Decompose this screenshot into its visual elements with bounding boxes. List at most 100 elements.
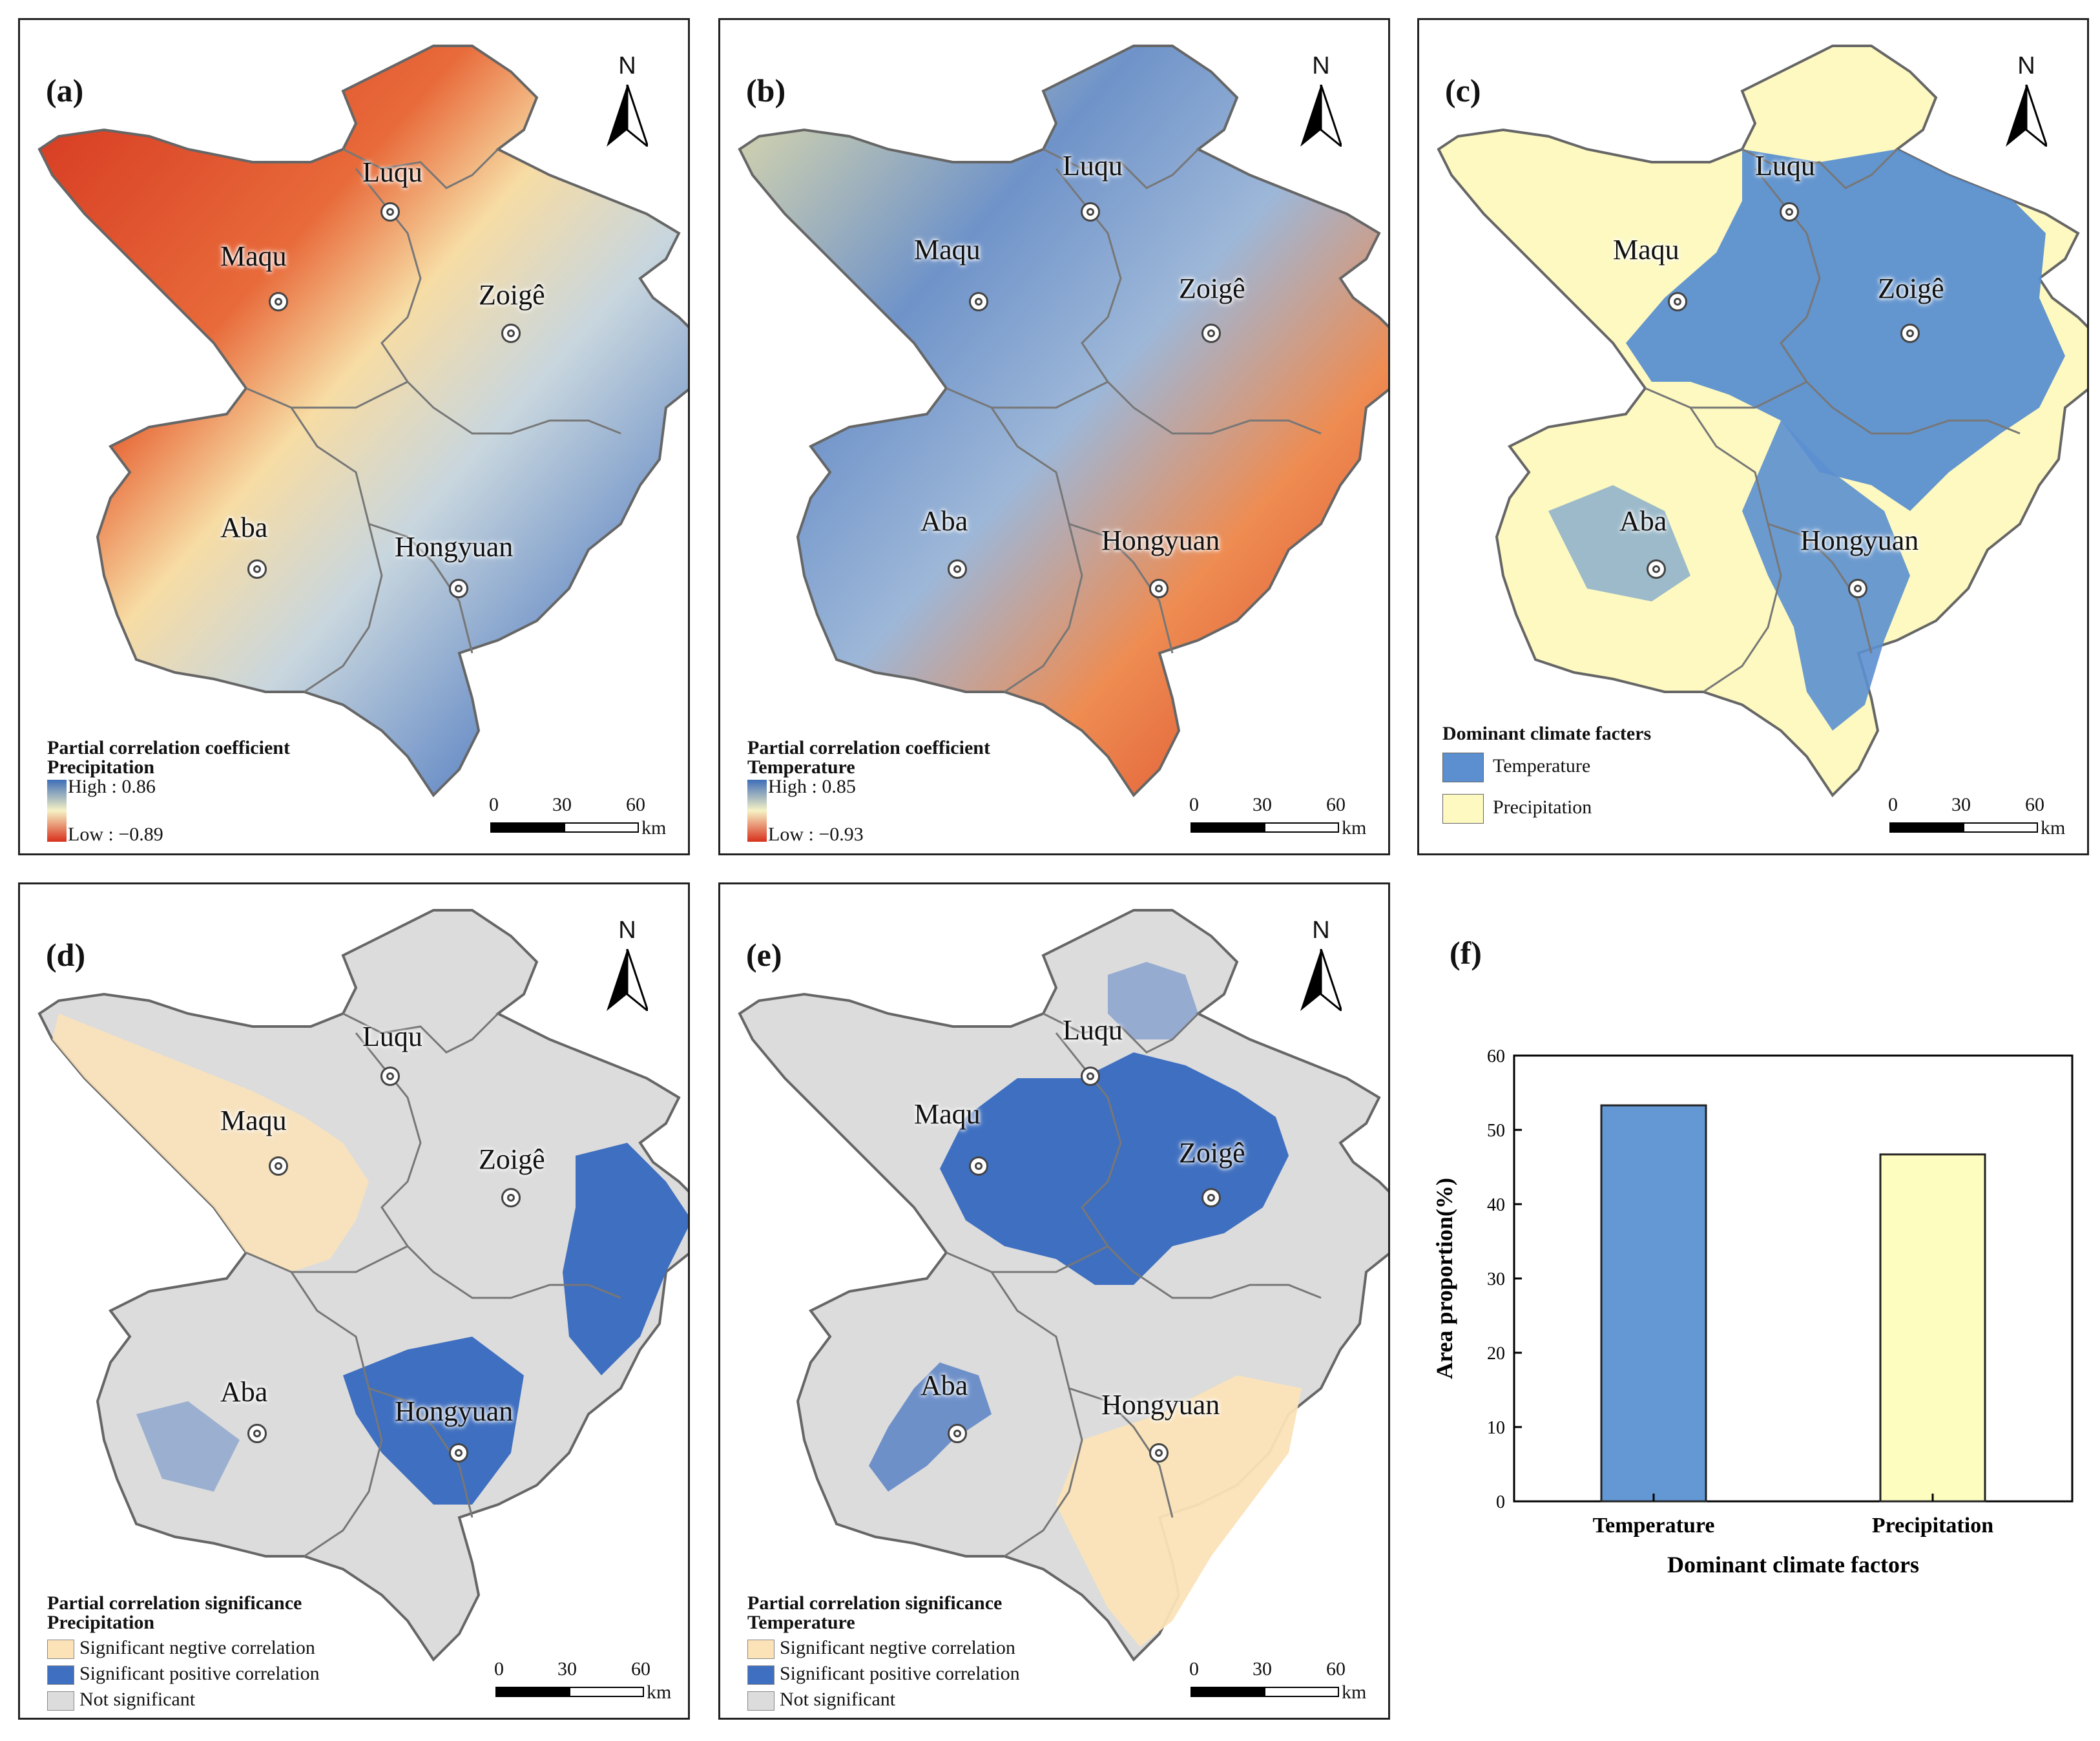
positive-swatch xyxy=(47,1665,74,1685)
panel-a: (a) N Luqu Maqu Zoigê Aba Hongyuan Parti… xyxy=(18,18,690,855)
north-arrow-icon xyxy=(607,85,648,147)
scale-tick-0: 0 xyxy=(1189,1658,1199,1680)
place-marker xyxy=(948,559,967,579)
place-hongyuan: Hongyuan xyxy=(395,1395,514,1427)
temp-coefficient-map xyxy=(738,45,1388,797)
area-proportion-chart: 0 10 20 30 40 50 60 Temperature Precipitation D… xyxy=(1431,1047,2074,1578)
place-marker xyxy=(269,292,288,311)
scale-unit: km xyxy=(1342,817,1367,839)
place-luqu: Luqu xyxy=(362,1021,422,1052)
place-marker xyxy=(501,1188,521,1207)
negative-swatch xyxy=(47,1640,74,1660)
place-marker xyxy=(1149,1443,1169,1463)
north-arrow-icon xyxy=(1300,85,1342,147)
north-label: N xyxy=(1312,52,1330,79)
y-tick-label: 10 xyxy=(1487,1418,1505,1438)
scale-bar: 0 30 60 km xyxy=(1189,1658,1366,1704)
legend: Dominant climate facters Temperature Pre… xyxy=(1442,724,1778,853)
place-marker xyxy=(1647,559,1666,579)
bar-precipitation xyxy=(1879,1153,1986,1503)
scale-bar: 0 30 60 km xyxy=(1189,794,1366,839)
panel-label: (a) xyxy=(46,72,84,109)
y-tick-label: 20 xyxy=(1487,1344,1505,1364)
place-aba: Aba xyxy=(920,505,968,537)
scale-tick-0: 0 xyxy=(494,1658,504,1680)
scale-segment xyxy=(490,822,565,833)
place-maqu: Maqu xyxy=(220,1105,287,1136)
negative-swatch xyxy=(747,1640,775,1660)
legend-item-not-significant: Not significant xyxy=(79,1689,196,1710)
legend-high: High : 0.86 xyxy=(68,776,156,797)
place-marker xyxy=(380,202,400,222)
legend-low: Low : −0.93 xyxy=(768,824,864,845)
legend: Partial correlation significance Tempera… xyxy=(747,1594,1148,1716)
scale-tick-0: 0 xyxy=(1189,794,1199,815)
scale-tick-30: 30 xyxy=(1951,794,1971,815)
place-maqu: Maqu xyxy=(914,1098,981,1130)
panel-label: (f) xyxy=(1450,935,1482,971)
y-tick-label: 30 xyxy=(1487,1269,1505,1289)
scale-segment xyxy=(1264,822,1339,833)
panel-label: (c) xyxy=(1445,72,1481,109)
place-aba: Aba xyxy=(220,512,268,543)
panel-label: (e) xyxy=(746,937,782,973)
north-arrow: N xyxy=(2001,52,2052,149)
place-maqu: Maqu xyxy=(1613,234,1679,266)
place-zoige: Zoigê xyxy=(1179,1137,1245,1169)
legend-title: Dominant climate facters xyxy=(1442,723,1652,744)
y-tick-label: 50 xyxy=(1487,1121,1505,1141)
scale-tick-30: 30 xyxy=(1253,1658,1272,1680)
positive-swatch xyxy=(747,1665,775,1685)
place-luqu: Luqu xyxy=(1063,150,1123,182)
place-marker xyxy=(969,292,988,311)
x-tick-label: Temperature xyxy=(1593,1514,1715,1538)
place-marker xyxy=(1780,202,1799,222)
legend-item-negative: Significant negtive correlation xyxy=(79,1637,315,1658)
legend-item-not-significant: Not significant xyxy=(780,1689,896,1710)
place-hongyuan: Hongyuan xyxy=(395,531,514,563)
panel-d: (d) N Luqu Maqu Zoigê Aba Hongyuan Parti… xyxy=(18,882,690,1720)
y-tick-label: 0 xyxy=(1496,1492,1505,1512)
north-arrow-icon xyxy=(2006,85,2047,147)
panel-c: (c) N Luqu Maqu Zoigê Aba Hongyuan Domin… xyxy=(1417,18,2089,855)
scale-bar: 0 30 60 km xyxy=(489,794,666,839)
plot-area xyxy=(1513,1054,2074,1503)
north-label: N xyxy=(618,917,636,944)
place-marker xyxy=(1081,202,1100,222)
scale-unit: km xyxy=(2041,817,2066,839)
color-ramp xyxy=(747,780,767,842)
place-luqu: Luqu xyxy=(1063,1014,1123,1046)
panel-label: (b) xyxy=(746,72,786,109)
legend-item-precipitation: Precipitation xyxy=(1493,796,1592,818)
legend-title: Partial correlation coefficient xyxy=(747,737,990,758)
x-axis-title: Dominant climate factors xyxy=(1667,1552,1919,1578)
scale-tick-0: 0 xyxy=(489,794,499,815)
x-tick-label: Precipitation xyxy=(1872,1514,1993,1538)
y-tick-label: 40 xyxy=(1487,1195,1505,1215)
north-label: N xyxy=(2017,52,2035,79)
place-hongyuan: Hongyuan xyxy=(1800,525,1919,556)
place-maqu: Maqu xyxy=(914,234,981,266)
scale-tick-30: 30 xyxy=(1253,794,1272,815)
place-marker xyxy=(1848,579,1867,598)
scale-tick-60: 60 xyxy=(1326,1658,1346,1680)
precip-significance-map xyxy=(38,909,688,1661)
legend-title: Partial correlation significance xyxy=(47,1592,302,1614)
place-maqu: Maqu xyxy=(220,240,287,272)
scale-tick-30: 30 xyxy=(557,1658,577,1680)
legend-subtitle: Precipitation xyxy=(47,1612,155,1633)
legend-item-positive: Significant positive correlation xyxy=(79,1663,320,1684)
precip-coefficient-map xyxy=(38,45,688,797)
place-aba: Aba xyxy=(220,1376,268,1408)
scale-segment xyxy=(1889,822,1964,833)
legend-item-negative: Significant negtive correlation xyxy=(780,1637,1015,1658)
scale-bar: 0 30 60 km xyxy=(1888,794,2065,839)
place-marker xyxy=(269,1156,288,1176)
y-axis-title: Area proportion(%) xyxy=(1431,1178,1457,1379)
legend: Partial correlation significance Precipi… xyxy=(47,1594,448,1716)
north-arrow-icon xyxy=(607,949,648,1011)
legend-title: Partial correlation coefficient xyxy=(47,737,290,758)
scale-tick-30: 30 xyxy=(552,794,572,815)
legend-subtitle: Temperature xyxy=(747,1612,855,1633)
legend: Partial correlation coefficient Precipit… xyxy=(47,738,435,848)
